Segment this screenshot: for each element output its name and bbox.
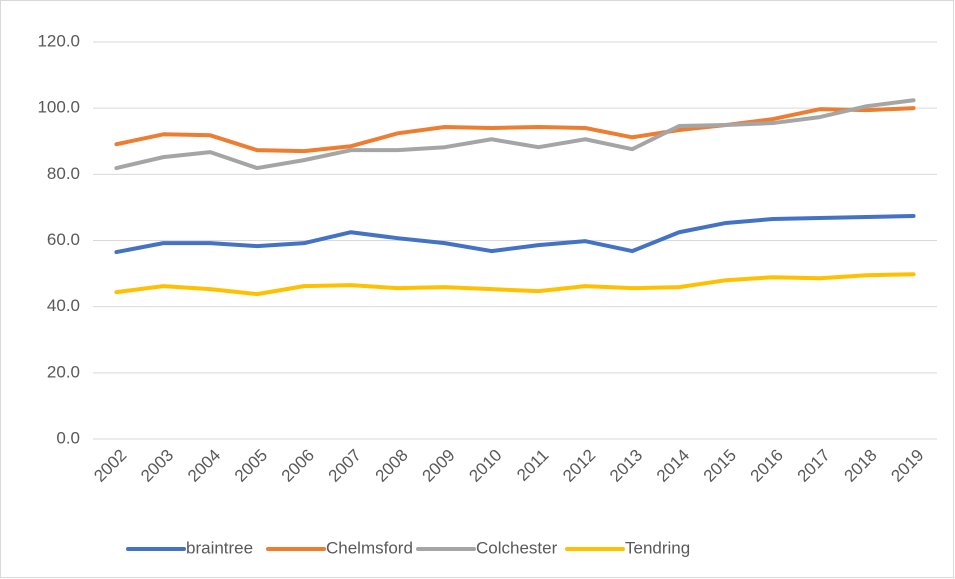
- series-line: [114, 98, 916, 171]
- series-line: [114, 214, 916, 255]
- y-tick-label: 0.0: [56, 428, 80, 447]
- series-line: [114, 106, 916, 154]
- legend-label: braintree: [186, 538, 253, 557]
- legend-label: Tendring: [625, 538, 690, 557]
- y-tick-label: 120.0: [37, 31, 80, 50]
- y-tick-label: 20.0: [47, 362, 80, 381]
- legend-label: Colchester: [476, 538, 558, 557]
- y-tick-label: 100.0: [37, 98, 80, 117]
- y-tick-label: 40.0: [47, 296, 80, 315]
- y-tick-label: 80.0: [47, 164, 80, 183]
- y-tick-label: 60.0: [47, 230, 80, 249]
- legend-label: Chelmsford: [326, 538, 413, 557]
- series-line: [114, 272, 916, 297]
